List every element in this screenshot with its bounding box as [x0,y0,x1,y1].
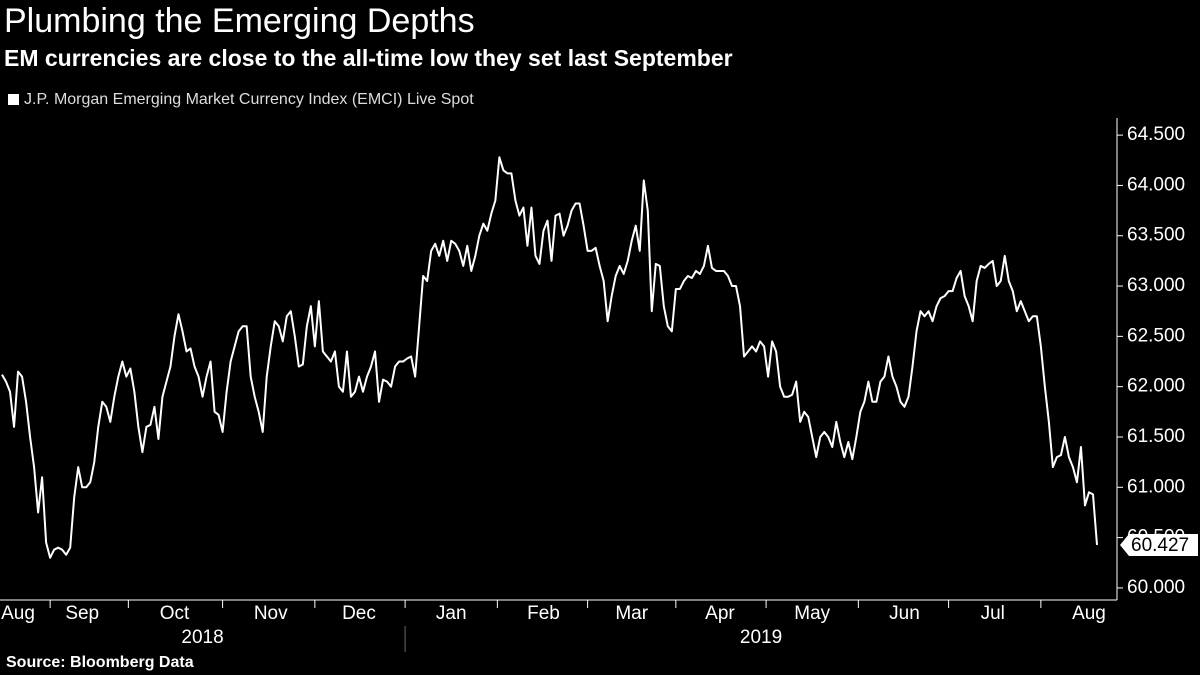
y-tick-label: 61.500 [1127,426,1185,447]
x-tick-label: Jan [436,603,467,624]
x-tick-label: Apr [705,603,735,624]
x-tick-label: May [794,603,830,624]
x-tick-label: Aug [1072,603,1106,624]
y-tick-label: 64.500 [1127,124,1185,145]
source-note: Source: Bloomberg Data [6,654,194,671]
x-tick-label: Nov [254,603,288,624]
legend-label: J.P. Morgan Emerging Market Currency Ind… [24,91,474,108]
y-tick-label: 63.000 [1127,275,1185,296]
x-tick-label: Sep [65,603,99,624]
legend-swatch [8,94,19,105]
x-tick-label: Mar [615,603,648,624]
x-tick-label: Dec [342,603,376,624]
y-tick-label: 63.500 [1127,225,1185,246]
y-tick-label: 62.000 [1127,376,1185,397]
chart-title: Plumbing the Emerging Depths [4,2,475,40]
last-value-label: 60.427 [1131,535,1189,556]
data-line [1,156,1098,559]
x-tick-label: Aug [1,603,35,624]
y-tick-label: 62.500 [1127,325,1185,346]
x-tick-label: Oct [160,603,190,624]
last-value-box [1120,533,1198,556]
year-label: 2018 [181,627,223,648]
x-tick-label: Feb [527,603,560,624]
x-tick-label: Jun [889,603,920,624]
y-tick-label: 60.000 [1127,577,1185,598]
year-label: 2019 [740,627,782,648]
y-tick-label: 61.000 [1127,476,1185,497]
chart-subtitle: EM currencies are close to the all-time … [4,45,733,71]
y-tick-label: 64.000 [1127,174,1185,195]
x-tick-label: Jul [981,603,1005,624]
